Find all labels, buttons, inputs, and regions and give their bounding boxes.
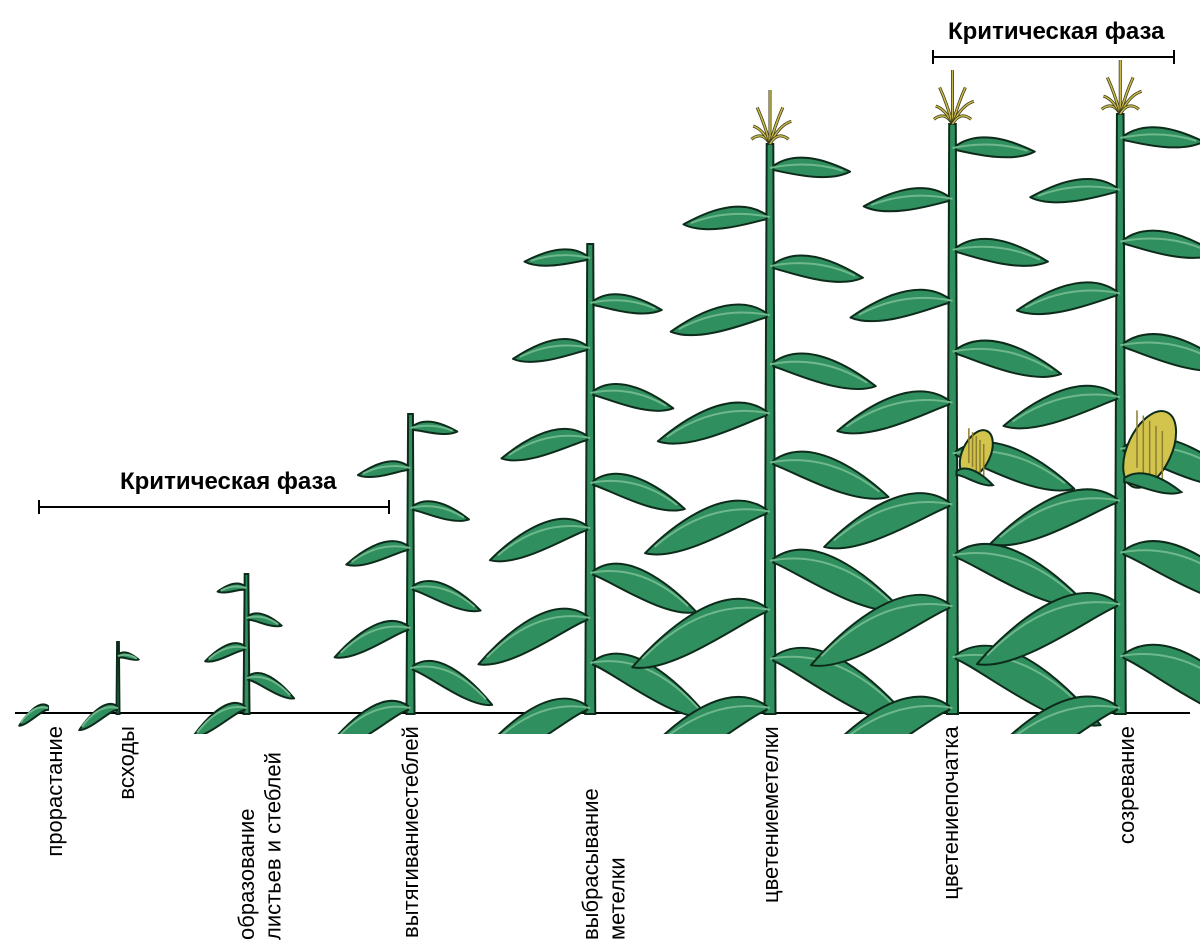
stage-label-7: созревание xyxy=(1114,726,1140,844)
critical-label-1: Критическая фаза xyxy=(948,18,1165,46)
stage-label-3: вытягиваниестеблей xyxy=(398,726,448,938)
stage-label-2: образованиелистьев и стеблей xyxy=(234,726,284,940)
stage-label-5: цветениеметелки xyxy=(758,726,808,903)
growth-diagram: Критическая фазаКритическая фаза прораст… xyxy=(0,0,1200,940)
stage-label-4: выбрасываниеметелки xyxy=(578,726,628,940)
stage-label-0: прорастание xyxy=(42,726,68,857)
stage-label-6: цветениепочатка xyxy=(938,726,988,900)
stage-label-1: всходы xyxy=(114,726,140,800)
